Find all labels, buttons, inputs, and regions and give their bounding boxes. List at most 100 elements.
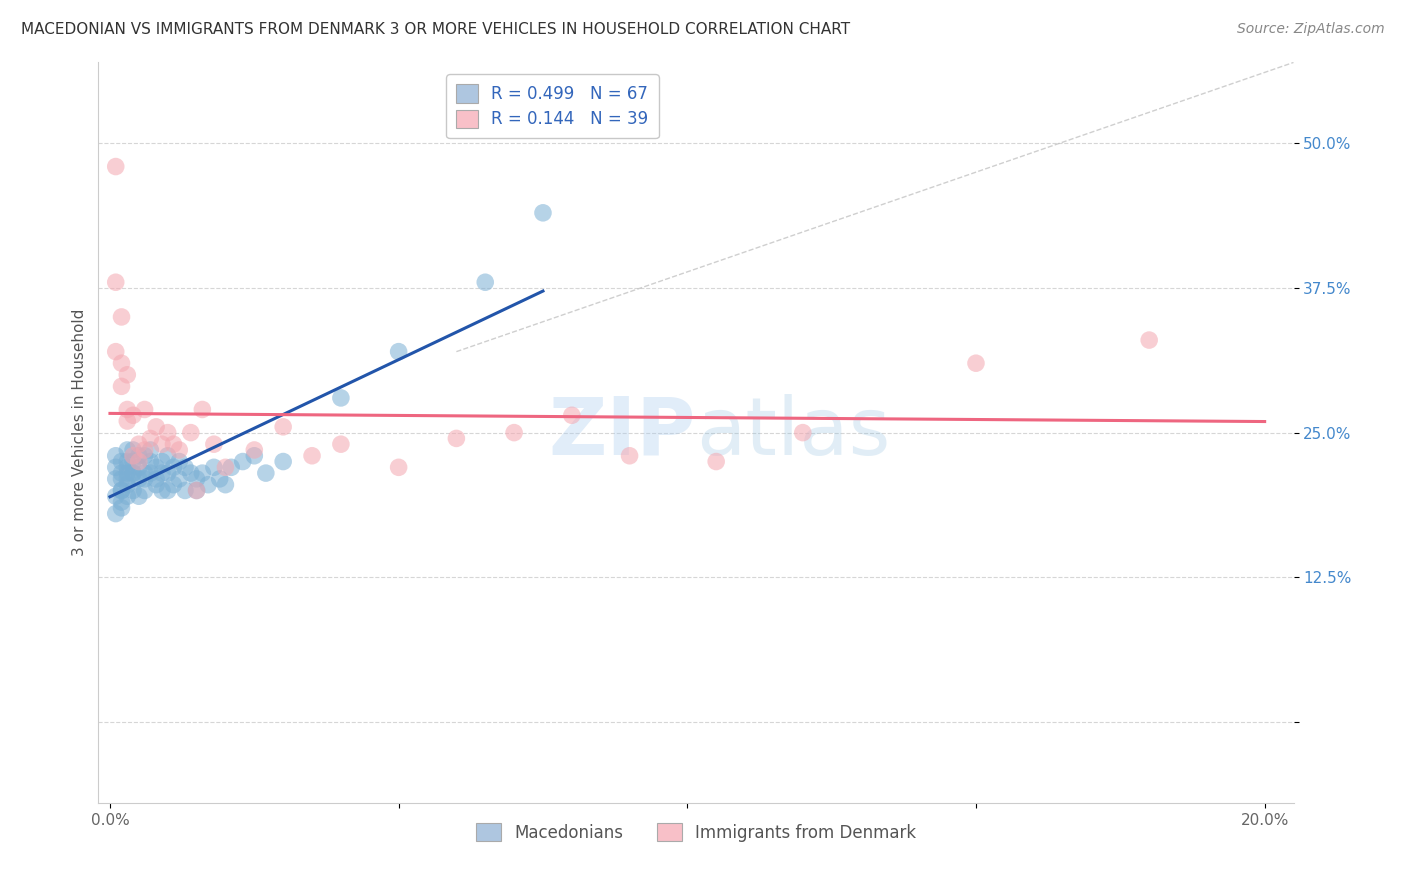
Point [128, 460, 150, 475]
Point [162, 460, 184, 475]
Point [1137, 333, 1160, 347]
Point [150, 483, 173, 498]
Point [162, 477, 184, 491]
Text: MACEDONIAN VS IMMIGRANTS FROM DENMARK 3 OR MORE VEHICLES IN HOUSEHOLD CORRELATIO: MACEDONIAN VS IMMIGRANTS FROM DENMARK 3 … [21, 22, 851, 37]
Point [117, 368, 139, 382]
Point [117, 489, 139, 503]
Point [117, 414, 139, 428]
Point [122, 409, 145, 423]
Point [191, 466, 214, 480]
Point [122, 449, 145, 463]
Point [128, 472, 150, 486]
Point [117, 472, 139, 486]
Point [122, 454, 145, 468]
Point [156, 466, 179, 480]
Point [128, 437, 150, 451]
Point [145, 477, 167, 491]
Point [117, 402, 139, 417]
Point [191, 402, 214, 417]
Point [271, 454, 294, 468]
Point [214, 477, 236, 491]
Point [162, 437, 184, 451]
Point [531, 206, 554, 220]
Point [619, 449, 641, 463]
Point [965, 356, 987, 370]
Point [104, 507, 127, 521]
Point [202, 460, 225, 475]
Point [145, 472, 167, 486]
Point [243, 449, 266, 463]
Point [110, 466, 132, 480]
Point [271, 420, 294, 434]
Point [104, 489, 127, 503]
Point [329, 391, 352, 405]
Point [156, 425, 179, 440]
Point [219, 460, 242, 475]
Point [139, 454, 162, 468]
Point [122, 466, 145, 480]
Point [156, 483, 179, 498]
Point [122, 466, 145, 480]
Point [110, 500, 132, 515]
Text: atlas: atlas [696, 393, 890, 472]
Text: Source: ZipAtlas.com: Source: ZipAtlas.com [1237, 22, 1385, 37]
Point [104, 472, 127, 486]
Point [388, 460, 411, 475]
Point [128, 489, 150, 503]
Point [110, 356, 132, 370]
Point [792, 425, 814, 440]
Point [110, 379, 132, 393]
Point [202, 437, 225, 451]
Legend: Macedonians, Immigrants from Denmark: Macedonians, Immigrants from Denmark [468, 814, 924, 850]
Point [117, 466, 139, 480]
Y-axis label: 3 or more Vehicles in Household: 3 or more Vehicles in Household [72, 309, 87, 557]
Point [104, 344, 127, 359]
Point [214, 460, 236, 475]
Point [134, 466, 156, 480]
Point [150, 454, 173, 468]
Point [174, 483, 197, 498]
Point [167, 472, 190, 486]
Point [254, 466, 277, 480]
Point [388, 344, 411, 359]
Point [329, 437, 352, 451]
Point [167, 454, 190, 468]
Point [122, 483, 145, 498]
Point [110, 310, 132, 324]
Point [117, 477, 139, 491]
Point [110, 483, 132, 498]
Point [186, 472, 208, 486]
Point [139, 431, 162, 445]
Point [104, 449, 127, 463]
Point [117, 460, 139, 475]
Point [197, 477, 219, 491]
Point [104, 275, 127, 289]
Point [704, 454, 727, 468]
Point [134, 449, 156, 463]
Point [134, 483, 156, 498]
Point [503, 425, 526, 440]
Point [150, 437, 173, 451]
Point [134, 402, 156, 417]
Point [186, 483, 208, 498]
Point [150, 466, 173, 480]
Point [128, 454, 150, 468]
Point [139, 442, 162, 457]
Point [134, 472, 156, 486]
Point [110, 495, 132, 509]
Point [180, 466, 202, 480]
Point [117, 454, 139, 468]
Point [128, 449, 150, 463]
Point [186, 483, 208, 498]
Text: ZIP: ZIP [548, 393, 696, 472]
Point [474, 275, 496, 289]
Point [110, 454, 132, 468]
Point [134, 442, 156, 457]
Point [208, 472, 231, 486]
Point [561, 409, 583, 423]
Point [156, 449, 179, 463]
Point [167, 442, 190, 457]
Point [301, 449, 323, 463]
Point [180, 425, 202, 440]
Point [110, 483, 132, 498]
